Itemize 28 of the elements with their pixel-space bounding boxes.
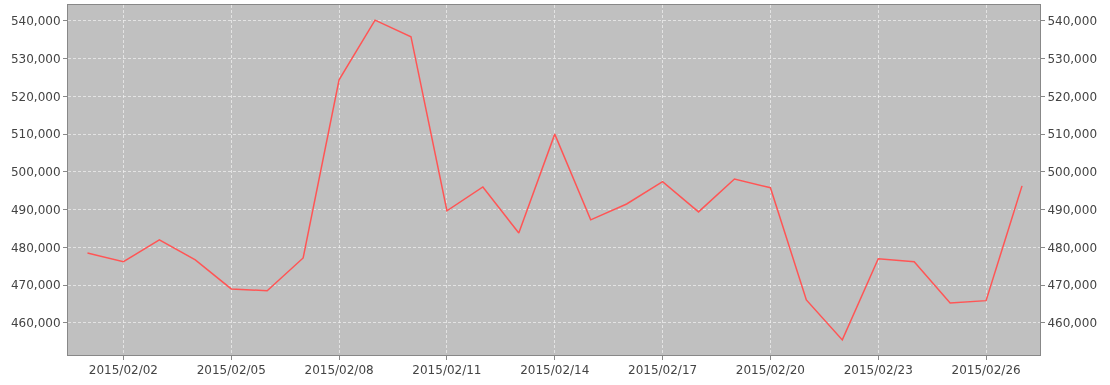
y2-tick-label: 490,000 xyxy=(1047,202,1098,217)
x-tick-label: 2015/02/17 xyxy=(627,363,698,378)
y2-tick-label: 510,000 xyxy=(1047,127,1098,142)
y-tick-label: 500,000 xyxy=(10,165,61,180)
y-tick-label: 530,000 xyxy=(10,51,61,66)
x-tick-label: 2015/02/26 xyxy=(951,363,1021,378)
y2-tick-label: 540,000 xyxy=(1047,14,1098,29)
line-series xyxy=(86,19,1023,341)
x-tick-label: 2015/02/08 xyxy=(304,363,374,378)
y2-tick-label: 470,000 xyxy=(1047,278,1098,293)
x-tick-label: 2015/02/05 xyxy=(196,363,266,378)
y2-tick-label: 500,000 xyxy=(1047,165,1098,180)
x-tick-label: 2015/02/11 xyxy=(412,363,482,378)
y-tick-label: 470,000 xyxy=(10,278,61,293)
y-tick-label: 480,000 xyxy=(10,240,61,255)
y2-tick-label: 460,000 xyxy=(1047,316,1098,331)
y-tick-label: 520,000 xyxy=(10,89,61,104)
y-tick-label: 510,000 xyxy=(10,127,61,142)
y2-tick-label: 530,000 xyxy=(1047,51,1098,66)
y-tick-label: 540,000 xyxy=(10,14,61,29)
y2-tick-label: 520,000 xyxy=(1047,89,1098,104)
x-tick-label: 2015/02/23 xyxy=(843,363,913,378)
x-tick-label: 2015/02/14 xyxy=(520,363,590,378)
y2-tick-label: 480,000 xyxy=(1047,240,1098,255)
x-tick-label: 2015/02/20 xyxy=(735,363,806,378)
x-tick-label: 2015/02/02 xyxy=(88,363,158,378)
y-tick-label: 490,000 xyxy=(10,202,61,217)
y-tick-label: 460,000 xyxy=(10,316,61,331)
